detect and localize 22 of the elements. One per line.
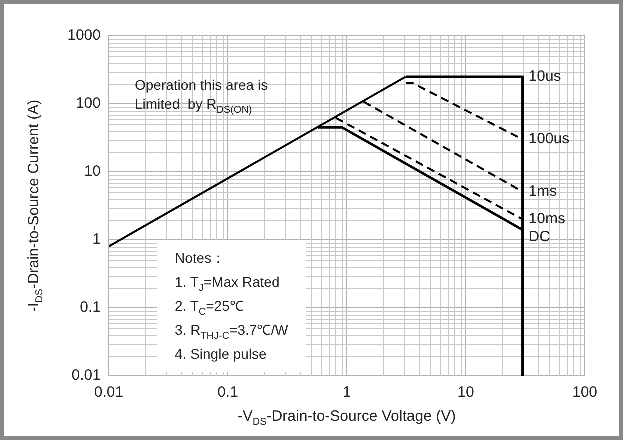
y-tick-label: 100 (76, 95, 101, 112)
y-tick-label: 0.1 (80, 299, 101, 316)
x-tick-label: 1 (342, 384, 352, 402)
series-label: 10ms (528, 210, 566, 228)
y-tick-label: 1000 (68, 27, 101, 44)
x-tick-label: 10 (458, 384, 474, 402)
annotation: 1. T$_{J}$=Max Rated (175, 273, 281, 294)
x-tick-label: 100 (572, 384, 598, 402)
series-label: 1ms (528, 183, 558, 200)
annotation: Operation this area is Limited by R$_{DS(ON)}$ (135, 76, 268, 116)
series-label: 10us (528, 68, 562, 86)
y-tick-label: 1 (92, 231, 101, 248)
annotation: 2. T$_{C}$=25℃ (175, 297, 245, 318)
series-label: DC (528, 228, 551, 246)
series-label: 100us (528, 130, 570, 148)
annotation: 3. R$_{THJ-C}$=3.7℃/W (175, 321, 288, 342)
annotation: Notes： (175, 249, 227, 268)
y-tick-label: 10 (84, 163, 101, 180)
x-tick-label: 0.1 (218, 384, 238, 402)
y-tick-label: 0.01 (72, 367, 101, 384)
x-axis-title: -V$_{DS}$-Drain-to-Source Voltage (V) (238, 408, 456, 428)
annotation: 4. Single pulse (175, 345, 268, 364)
